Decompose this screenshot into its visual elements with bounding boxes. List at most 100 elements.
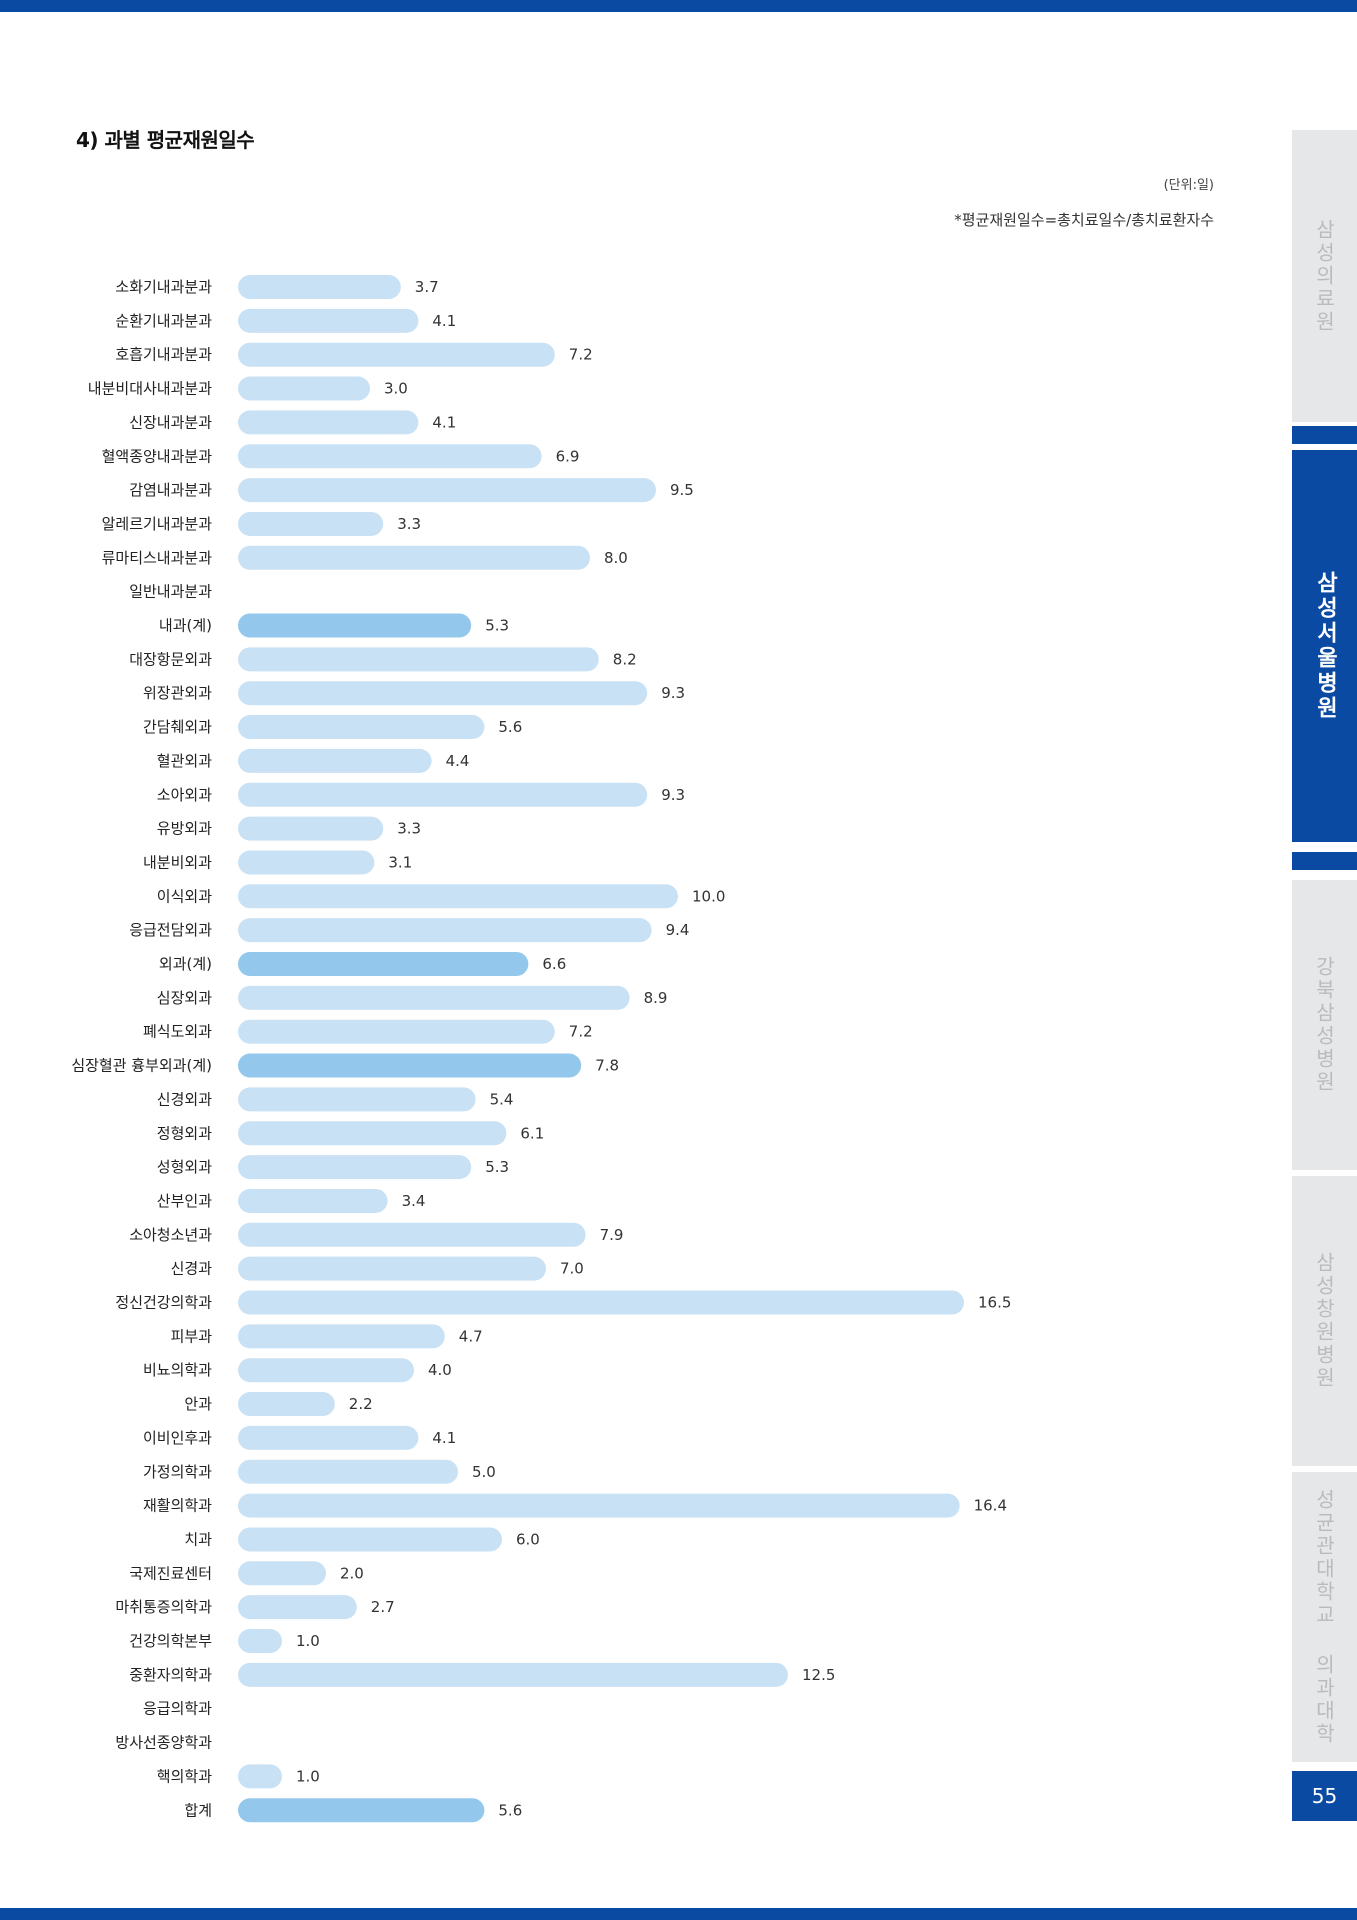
value-label: 2.2 (349, 1395, 373, 1413)
bar (238, 1324, 445, 1349)
bar (238, 952, 529, 976)
value-label: 12.5 (802, 1666, 835, 1684)
value-label: 6.0 (516, 1530, 540, 1548)
category-label: 합계 (184, 1801, 212, 1819)
category-label: 중환자의학과 (129, 1666, 212, 1684)
value-label: 4.4 (446, 752, 470, 770)
category-label: 정형외과 (157, 1124, 212, 1142)
bar (238, 1459, 458, 1484)
category-label: 이비인후과 (143, 1429, 212, 1447)
value-label: 4.7 (459, 1327, 483, 1345)
bar (238, 816, 384, 841)
value-label: 7.0 (560, 1260, 584, 1278)
category-label: 혈액종양내과분과 (102, 447, 213, 465)
value-label: 3.3 (397, 820, 421, 838)
value-label: 5.6 (498, 1801, 522, 1819)
value-label: 3.4 (402, 1192, 426, 1210)
bar (238, 1222, 586, 1247)
value-label: 3.1 (388, 853, 412, 871)
value-label: 5.3 (485, 1158, 509, 1176)
category-label: 호흡기내과분과 (115, 346, 212, 364)
side-tab-kangbuk-samsung-hospital[interactable]: 강북삼성병원 (1292, 880, 1357, 1170)
value-label: 8.9 (644, 989, 668, 1007)
bar (238, 1019, 555, 1044)
category-label: 혈관외과 (157, 752, 212, 770)
side-tab-samsung-changwon-hospital[interactable]: 삼성창원병원 (1292, 1176, 1357, 1466)
bar (238, 1155, 472, 1180)
value-label: 2.7 (371, 1598, 395, 1616)
category-label: 건강의학본부 (129, 1632, 212, 1650)
category-label: 마취통증의학과 (115, 1598, 212, 1616)
bar (238, 850, 375, 875)
bar (238, 918, 652, 943)
category-label: 알레르기내과분과 (102, 515, 213, 533)
category-label: 심장혈관 흉부외과(계) (71, 1057, 212, 1075)
value-label: 10.0 (692, 887, 725, 905)
section-title: 4) 과별 평균재원일수 (76, 128, 255, 152)
bar (238, 376, 370, 401)
value-label: 4.0 (428, 1361, 452, 1379)
value-label: 5.3 (485, 617, 509, 635)
category-label: 재활의학과 (143, 1497, 212, 1515)
category-label: 일반내과분과 (129, 583, 212, 601)
category-label: 유방외과 (157, 820, 212, 838)
bar (238, 1527, 502, 1552)
side-tab-label: 삼성서울병원 (1312, 571, 1338, 721)
bar (238, 1121, 507, 1146)
category-label: 치과 (184, 1530, 212, 1548)
category-label: 소화기내과분과 (115, 278, 212, 296)
category-label: 외과(계) (159, 955, 212, 973)
bar (238, 1256, 546, 1281)
category-label: 폐식도외과 (143, 1023, 212, 1041)
category-label: 방사선종양학과 (115, 1734, 212, 1752)
bar (238, 275, 401, 299)
bar (238, 681, 648, 706)
bar (238, 985, 630, 1010)
value-label: 7.8 (595, 1057, 619, 1075)
bar (238, 1629, 282, 1653)
bar (238, 782, 648, 807)
bar (238, 884, 678, 909)
value-label: 9.3 (661, 684, 685, 702)
value-label: 7.2 (569, 346, 593, 364)
bar (238, 1798, 485, 1823)
value-label: 16.5 (978, 1294, 1011, 1312)
category-label: 감염내과분과 (129, 481, 212, 499)
side-tab-label: 삼성의료원 (1312, 218, 1336, 334)
bar (238, 308, 419, 333)
category-label: 비뇨의학과 (143, 1361, 212, 1379)
category-label: 소아청소년과 (129, 1226, 212, 1244)
side-tab-label: 삼성창원병원 (1312, 1252, 1336, 1390)
category-label: 국제진료센터 (129, 1564, 212, 1582)
value-label: 8.0 (604, 549, 628, 567)
page-number: 55 (1292, 1771, 1357, 1821)
bar (238, 545, 590, 570)
value-label: 1.0 (296, 1632, 320, 1650)
side-tab-skku-medical-school[interactable]: 성균관대학교 의과대학 (1292, 1472, 1357, 1762)
category-label: 소아외과 (157, 786, 212, 804)
value-label: 4.1 (432, 1429, 456, 1447)
value-label: 4.1 (432, 312, 456, 330)
bottom-accent-bar (0, 1908, 1357, 1920)
bar (238, 1087, 476, 1112)
value-label: 9.3 (661, 786, 685, 804)
category-label: 안과 (184, 1395, 212, 1413)
bar (238, 647, 599, 672)
category-label: 피부과 (171, 1327, 213, 1345)
category-label: 내분비대사내과분과 (88, 380, 212, 398)
value-label: 3.7 (415, 278, 439, 296)
category-label: 가정의학과 (143, 1463, 212, 1481)
bar (238, 478, 656, 503)
bar (238, 1358, 414, 1383)
value-label: 9.5 (670, 481, 694, 499)
bar (238, 1662, 788, 1687)
active-tab-stripe-top (1292, 426, 1357, 444)
side-tab-samsung-medical-center[interactable]: 삼성의료원 (1292, 130, 1357, 422)
side-tab-samsung-seoul-hospital[interactable]: 삼성서울병원 (1292, 450, 1357, 842)
bar (238, 1188, 388, 1213)
category-label: 심장외과 (157, 989, 212, 1007)
bar (238, 613, 472, 638)
value-label: 5.4 (490, 1090, 514, 1108)
category-label: 정신건강의학과 (115, 1294, 212, 1312)
value-label: 6.6 (542, 955, 566, 973)
